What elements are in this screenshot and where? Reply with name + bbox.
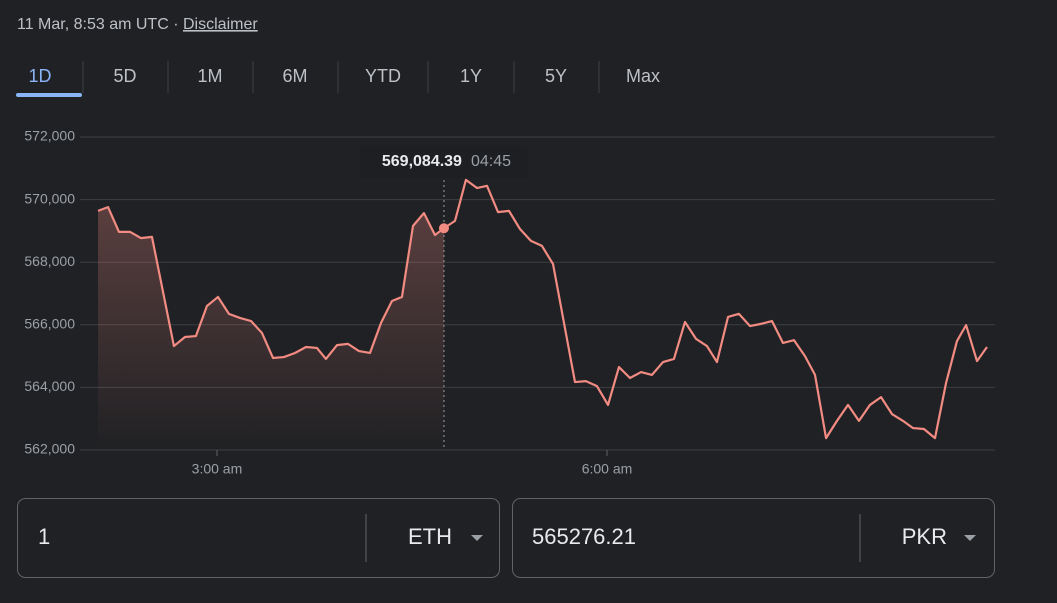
tab[interactable]: 5D — [113, 66, 136, 86]
to-currency[interactable]: PKR — [902, 524, 947, 549]
tab[interactable]: Max — [626, 66, 660, 86]
tab[interactable]: 6M — [282, 66, 307, 86]
range-tabs: 1D 5D 1M 6M YTD 1Y 5Y Max — [16, 61, 660, 97]
active-tab-underline — [16, 93, 82, 97]
header-line: 11 Mar, 8:53 am UTC · Disclaimer — [17, 16, 258, 33]
hover-point — [438, 223, 449, 234]
dropdown-arrow[interactable] — [471, 535, 483, 541]
tooltip-time: 04:45 — [471, 153, 511, 170]
x-tick-label: 3:00 am — [192, 461, 243, 477]
to-box[interactable] — [512, 498, 995, 578]
from-amount[interactable]: 1 — [38, 524, 50, 549]
from-box[interactable] — [17, 498, 500, 578]
dropdown-arrow[interactable] — [964, 535, 976, 541]
tab[interactable]: 5Y — [545, 66, 567, 86]
tooltip-value: 569,084.39 — [382, 153, 462, 170]
timestamp: 11 Mar, 8:53 am UTC — [17, 16, 169, 33]
tooltip — [359, 145, 528, 178]
tab[interactable]: 1D — [28, 66, 51, 86]
hover-shade — [98, 207, 444, 450]
separator: · — [173, 16, 178, 33]
disclaimer-link[interactable]: Disclaimer — [183, 16, 258, 33]
y-tick-label: 568,000 — [24, 253, 75, 269]
to-amount[interactable]: 565276.21 — [532, 524, 636, 549]
y-tick-label: 562,000 — [24, 441, 75, 457]
y-tick-label: 572,000 — [24, 128, 75, 144]
x-tick-label: 6:00 am — [582, 461, 633, 477]
y-tick-label: 570,000 — [24, 190, 75, 206]
from-currency[interactable]: ETH — [408, 524, 452, 549]
tab[interactable]: YTD — [365, 66, 401, 86]
converter: 1 ETH 565276.21 PKR — [17, 498, 995, 578]
tab[interactable]: 1M — [197, 66, 222, 86]
tab[interactable]: 1Y — [460, 66, 482, 86]
y-tick-label: 564,000 — [24, 378, 75, 394]
y-tick-label: 566,000 — [24, 316, 75, 332]
price-line — [97, 178, 988, 440]
chart: 562,000 564,000 566,000 568,000 570,000 572,0… — [24, 128, 995, 477]
